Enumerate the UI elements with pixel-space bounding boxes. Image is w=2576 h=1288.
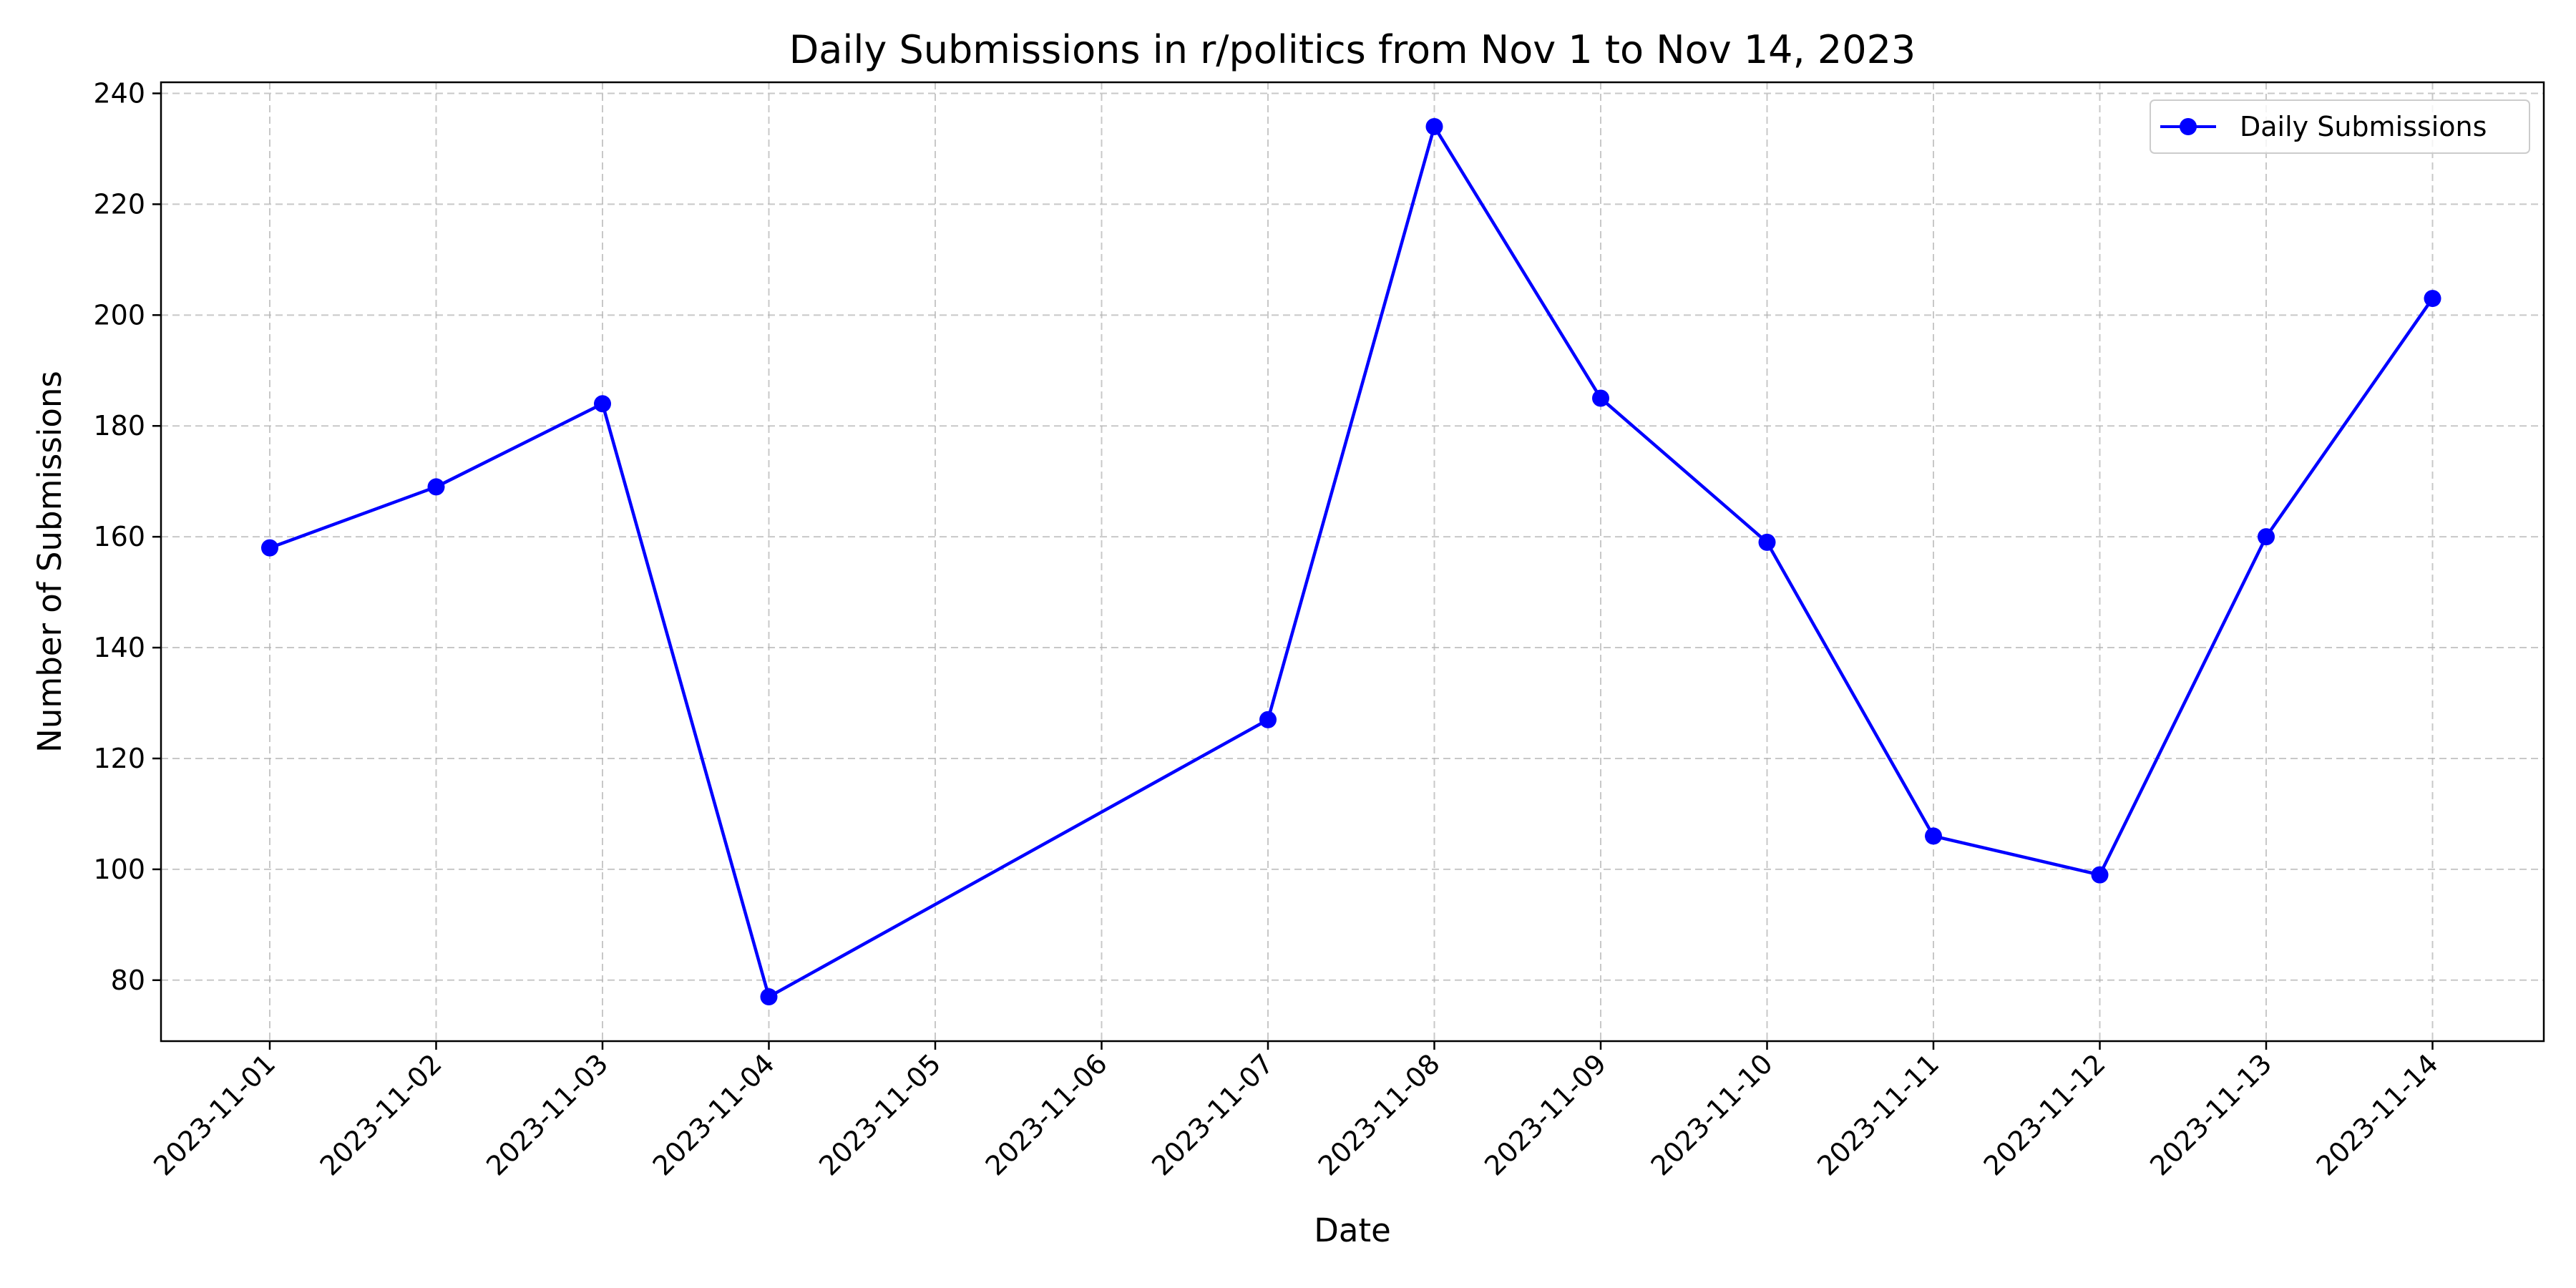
x-tick-label: 2023-11-13 — [2144, 1048, 2278, 1181]
data-point — [261, 539, 278, 557]
x-axis-label: Date — [1314, 1211, 1391, 1249]
legend-box — [2150, 99, 2530, 154]
data-point — [427, 478, 445, 496]
data-point — [1259, 711, 1277, 728]
legend: Daily Submissions — [2150, 99, 2530, 154]
y-tick-label: 200 — [93, 299, 145, 331]
x-tick-label: 2023-11-07 — [1146, 1048, 1279, 1181]
y-tick-label: 240 — [93, 77, 145, 109]
data-point — [2091, 866, 2109, 884]
data-point — [1925, 827, 1942, 845]
x-tick-label: 2023-11-01 — [147, 1048, 281, 1181]
data-point — [1425, 117, 1443, 135]
series-line — [269, 125, 2434, 999]
x-tick-label: 2023-11-09 — [1478, 1048, 1612, 1181]
x-tick-label: 2023-11-02 — [314, 1048, 448, 1181]
x-axis: 2023-11-01 2023-11-02 2023-11-03 2023-11-04… — [147, 1041, 2444, 1182]
y-axis-label: Number of Submissions — [31, 371, 69, 753]
data-point — [760, 988, 778, 1006]
data-point — [1592, 389, 1609, 407]
legend-entry-daily-submissions: Daily Submissions — [2240, 111, 2487, 142]
x-tick-label: 2023-11-10 — [1645, 1048, 1779, 1181]
series-layer — [261, 117, 2441, 1006]
x-tick-label: 2023-11-12 — [1978, 1048, 2112, 1181]
data-point — [594, 395, 611, 413]
y-tick-label: 140 — [93, 632, 145, 663]
x-tick-label: 2023-11-08 — [1312, 1048, 1446, 1181]
chart-title: Daily Submissions in r/politics from Nov… — [789, 27, 1916, 72]
x-tick-label: 2023-11-06 — [980, 1048, 1113, 1181]
y-tick-label: 180 — [93, 410, 145, 441]
x-tick-label: 2023-11-11 — [1811, 1048, 1945, 1181]
plot-frame — [160, 81, 2545, 1043]
x-tick-label: 2023-11-05 — [813, 1048, 947, 1181]
y-tick-label: 80 — [111, 965, 145, 996]
y-tick-label: 160 — [93, 521, 145, 552]
data-point — [2424, 290, 2441, 308]
x-tick-label: 2023-11-14 — [2311, 1048, 2444, 1181]
x-tick-label: 2023-11-03 — [480, 1048, 614, 1181]
x-tick-label: 2023-11-04 — [647, 1048, 781, 1181]
data-point — [2258, 528, 2275, 546]
y-axis: 80 100 120 140 160 180 200 220 240 — [93, 77, 161, 996]
y-tick-label: 100 — [93, 854, 145, 885]
y-tick-label: 220 — [93, 188, 145, 220]
y-tick-label: 120 — [93, 743, 145, 774]
data-point — [1758, 533, 1776, 551]
legend-marker-swatch — [2180, 118, 2197, 135]
grid — [161, 82, 2544, 1041]
